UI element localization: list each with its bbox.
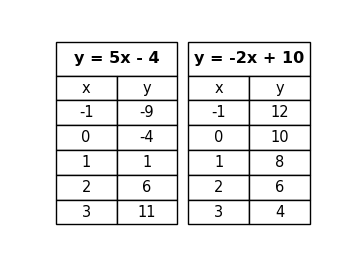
Bar — [56, 150, 116, 175]
Text: y: y — [143, 81, 151, 95]
Bar — [188, 42, 310, 76]
Bar — [116, 125, 177, 150]
Text: x: x — [82, 81, 90, 95]
Bar — [56, 101, 116, 125]
Bar — [249, 76, 310, 101]
Text: 6: 6 — [142, 180, 152, 195]
Bar — [56, 125, 116, 150]
Bar — [116, 200, 177, 224]
Text: x: x — [215, 81, 223, 95]
Bar — [249, 101, 310, 125]
Bar — [56, 76, 116, 101]
Text: -9: -9 — [140, 105, 154, 120]
Bar — [116, 101, 177, 125]
Text: 1: 1 — [142, 155, 152, 170]
Text: y: y — [276, 81, 284, 95]
Bar — [188, 125, 249, 150]
Text: 3: 3 — [214, 204, 223, 220]
Text: 3: 3 — [81, 204, 91, 220]
Text: 2: 2 — [81, 180, 91, 195]
Bar — [249, 150, 310, 175]
Bar — [188, 175, 249, 200]
Bar — [249, 125, 310, 150]
Bar — [56, 200, 116, 224]
Text: y = 5x - 4: y = 5x - 4 — [74, 52, 159, 66]
Bar — [116, 175, 177, 200]
Text: y = -2x + 10: y = -2x + 10 — [194, 52, 305, 66]
Text: -1: -1 — [79, 105, 94, 120]
Bar — [188, 150, 249, 175]
Text: 0: 0 — [214, 130, 223, 145]
Bar — [188, 76, 249, 101]
Text: 1: 1 — [214, 155, 223, 170]
Text: 1: 1 — [81, 155, 91, 170]
Bar — [116, 76, 177, 101]
Text: -4: -4 — [140, 130, 154, 145]
Text: 11: 11 — [138, 204, 156, 220]
Bar — [56, 175, 116, 200]
Text: 4: 4 — [275, 204, 285, 220]
Bar — [56, 42, 177, 76]
Bar — [188, 200, 249, 224]
Bar — [188, 101, 249, 125]
Text: 6: 6 — [275, 180, 285, 195]
Text: 12: 12 — [271, 105, 289, 120]
Text: 2: 2 — [214, 180, 223, 195]
Text: 10: 10 — [271, 130, 289, 145]
Text: 0: 0 — [81, 130, 91, 145]
Bar — [249, 200, 310, 224]
Text: -1: -1 — [212, 105, 226, 120]
Text: 8: 8 — [275, 155, 285, 170]
Bar — [116, 150, 177, 175]
Bar — [249, 175, 310, 200]
